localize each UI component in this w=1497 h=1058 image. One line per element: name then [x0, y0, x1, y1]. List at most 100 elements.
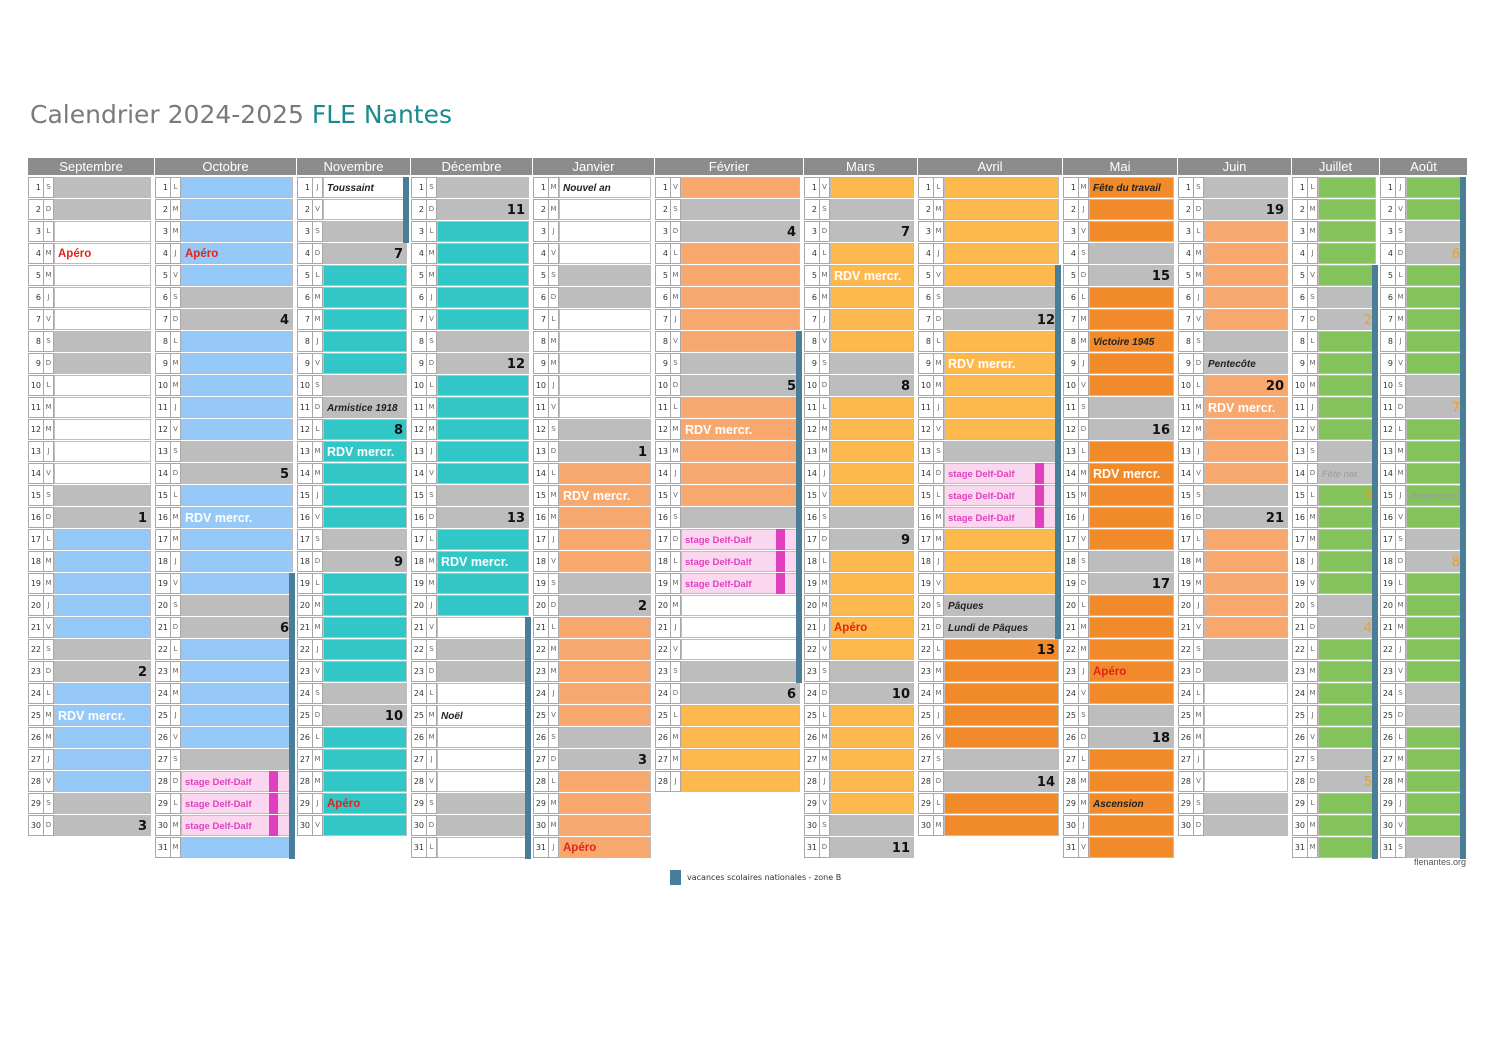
day-cell[interactable]	[54, 221, 151, 242]
day-cell[interactable]	[437, 815, 529, 836]
day-cell[interactable]	[1204, 595, 1288, 616]
day-cell[interactable]	[437, 309, 529, 330]
day-cell[interactable]	[1318, 639, 1376, 660]
day-cell[interactable]	[54, 551, 151, 572]
day-cell[interactable]	[1406, 199, 1464, 220]
day-cell[interactable]: 6	[1406, 243, 1464, 264]
day-cell[interactable]	[681, 727, 800, 748]
day-cell[interactable]	[830, 243, 914, 264]
day-cell[interactable]: 13	[944, 639, 1059, 660]
day-cell[interactable]	[1406, 353, 1464, 374]
day-cell[interactable]: stage Delf-Dalf	[681, 529, 800, 550]
day-cell[interactable]: RDV mercr.	[830, 265, 914, 286]
day-cell[interactable]: 7	[323, 243, 407, 264]
day-cell[interactable]	[1204, 771, 1288, 792]
day-cell[interactable]: RDV mercr.	[1204, 397, 1288, 418]
day-cell[interactable]: RDV mercr.	[1089, 463, 1174, 484]
day-cell[interactable]	[1318, 529, 1376, 550]
day-cell[interactable]	[681, 287, 800, 308]
day-cell[interactable]	[323, 265, 407, 286]
day-cell[interactable]: 15	[1089, 265, 1174, 286]
day-cell[interactable]	[830, 287, 914, 308]
day-cell[interactable]	[1318, 287, 1376, 308]
day-cell[interactable]	[437, 529, 529, 550]
day-cell[interactable]	[54, 177, 151, 198]
day-cell[interactable]	[1089, 551, 1174, 572]
day-cell[interactable]	[681, 331, 800, 352]
day-cell[interactable]	[181, 595, 293, 616]
day-cell[interactable]	[1318, 199, 1376, 220]
day-cell[interactable]	[1318, 441, 1376, 462]
day-cell[interactable]	[437, 639, 529, 660]
day-cell[interactable]	[1089, 375, 1174, 396]
day-cell[interactable]	[323, 661, 407, 682]
day-cell[interactable]	[944, 705, 1059, 726]
day-cell[interactable]	[323, 199, 407, 220]
day-cell[interactable]	[1406, 815, 1464, 836]
day-cell[interactable]	[437, 595, 529, 616]
day-cell[interactable]	[559, 199, 651, 220]
day-cell[interactable]	[1089, 243, 1174, 264]
day-cell[interactable]	[181, 705, 293, 726]
day-cell[interactable]	[1204, 177, 1288, 198]
day-cell[interactable]	[1204, 551, 1288, 572]
day-cell[interactable]: 8	[323, 419, 407, 440]
day-cell[interactable]	[1204, 287, 1288, 308]
day-cell[interactable]	[1089, 639, 1174, 660]
day-cell[interactable]	[54, 771, 151, 792]
day-cell[interactable]: RDV mercr.	[437, 551, 529, 572]
day-cell[interactable]	[437, 683, 529, 704]
day-cell[interactable]	[1089, 287, 1174, 308]
day-cell[interactable]	[944, 573, 1059, 594]
day-cell[interactable]: 2	[1318, 309, 1376, 330]
day-cell[interactable]	[181, 485, 293, 506]
day-cell[interactable]: 7	[830, 221, 914, 242]
day-cell[interactable]: Apéro	[181, 243, 293, 264]
day-cell[interactable]	[437, 331, 529, 352]
day-cell[interactable]	[1204, 705, 1288, 726]
day-cell[interactable]	[559, 309, 651, 330]
day-cell[interactable]	[559, 353, 651, 374]
day-cell[interactable]	[830, 331, 914, 352]
day-cell[interactable]	[1406, 771, 1464, 792]
day-cell[interactable]	[681, 749, 800, 770]
day-cell[interactable]: 6	[681, 683, 800, 704]
day-cell[interactable]: Lundi de Pâques	[944, 617, 1059, 638]
day-cell[interactable]	[1318, 419, 1376, 440]
day-cell[interactable]	[559, 727, 651, 748]
day-cell[interactable]	[559, 221, 651, 242]
day-cell[interactable]	[1406, 705, 1464, 726]
day-cell[interactable]: 19	[1204, 199, 1288, 220]
day-cell[interactable]	[559, 397, 651, 418]
day-cell[interactable]	[1089, 705, 1174, 726]
day-cell[interactable]	[54, 727, 151, 748]
day-cell[interactable]	[1089, 749, 1174, 770]
day-cell[interactable]	[944, 177, 1059, 198]
day-cell[interactable]	[944, 397, 1059, 418]
day-cell[interactable]	[830, 441, 914, 462]
day-cell[interactable]	[181, 749, 293, 770]
day-cell[interactable]: 9	[323, 551, 407, 572]
day-cell[interactable]	[1318, 375, 1376, 396]
day-cell[interactable]	[1406, 529, 1464, 550]
day-cell[interactable]	[559, 573, 651, 594]
day-cell[interactable]	[1406, 683, 1464, 704]
day-cell[interactable]	[54, 331, 151, 352]
day-cell[interactable]	[1204, 529, 1288, 550]
day-cell[interactable]	[681, 639, 800, 660]
day-cell[interactable]	[1406, 573, 1464, 594]
day-cell[interactable]: stage Delf-Dalf	[181, 815, 293, 836]
day-cell[interactable]	[323, 727, 407, 748]
day-cell[interactable]	[1089, 837, 1174, 858]
day-cell[interactable]: 2	[54, 661, 151, 682]
day-cell[interactable]	[1406, 749, 1464, 770]
day-cell[interactable]	[830, 507, 914, 528]
day-cell[interactable]	[1318, 243, 1376, 264]
day-cell[interactable]	[944, 529, 1059, 550]
day-cell[interactable]	[1204, 485, 1288, 506]
day-cell[interactable]	[1406, 265, 1464, 286]
day-cell[interactable]: Apéro	[54, 243, 151, 264]
day-cell[interactable]	[437, 287, 529, 308]
day-cell[interactable]: 21	[1204, 507, 1288, 528]
day-cell[interactable]: Apéro	[830, 617, 914, 638]
